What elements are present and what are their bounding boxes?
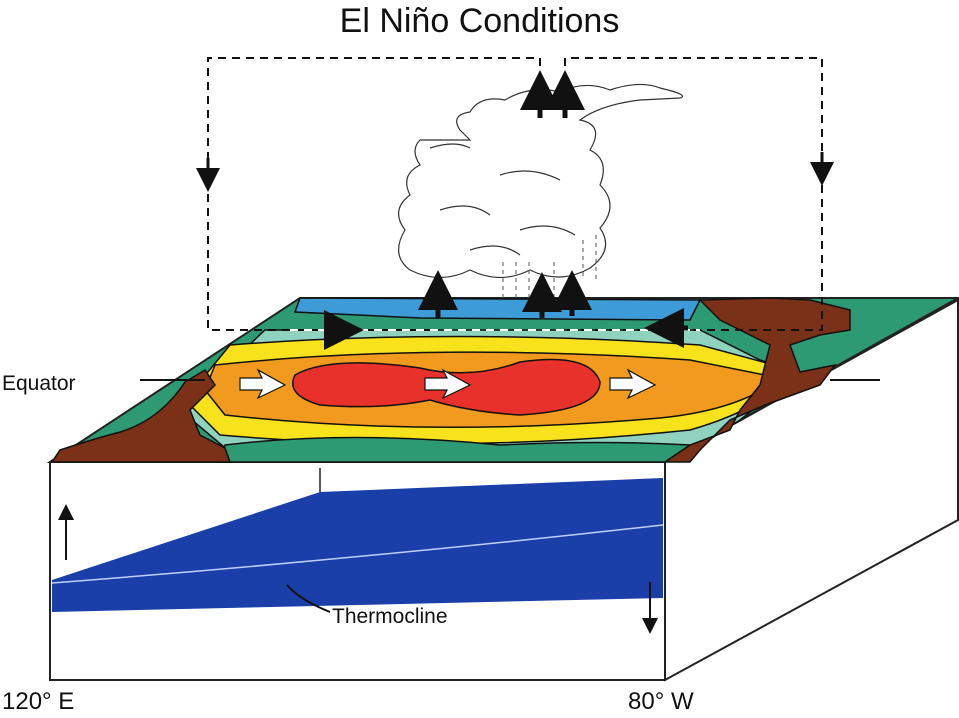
surface-band-green-front [218, 436, 693, 463]
equator-label: Equator [2, 372, 76, 395]
west-longitude-label: 120° E [2, 688, 75, 715]
thermocline-label: Thermocline [332, 605, 448, 628]
walker-circulation-west [207, 57, 541, 331]
east-longitude-label: 80° W [628, 688, 694, 715]
wind-arrow-icon [239, 368, 657, 400]
walker-circulation-east [560, 57, 823, 331]
thermocline-pointer [286, 584, 331, 613]
subsurface-cool-water [52, 478, 663, 612]
surface-band-blue [293, 297, 702, 321]
land-west [50, 368, 232, 463]
land-east [662, 297, 851, 463]
thermocline-line [51, 524, 664, 584]
diagram-title: El Niño Conditions [339, 2, 620, 40]
